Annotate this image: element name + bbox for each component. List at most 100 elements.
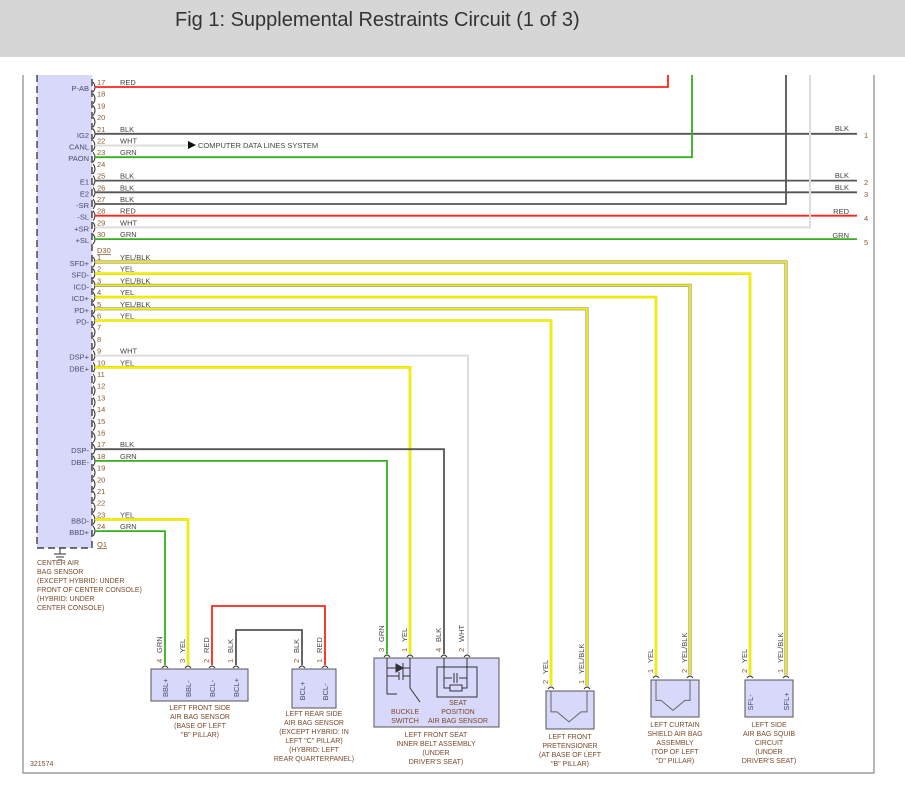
component-wire-label: YEL xyxy=(178,639,187,653)
pin-terminal-icon xyxy=(232,665,240,669)
curtain-caption: SHIELD AIR BAG xyxy=(647,731,702,738)
right-terminal-wire-label: BLK xyxy=(835,124,849,133)
pin-contact-icon xyxy=(92,490,96,502)
component-wire-label: RED xyxy=(315,637,324,653)
pin-contact-icon xyxy=(92,210,96,222)
pin-terminal-icon xyxy=(746,675,754,679)
seat-sensor-capacitor-icon xyxy=(443,658,468,689)
pin-number: 6 xyxy=(97,312,101,321)
component-pin-number: 2 xyxy=(457,648,466,652)
pin-contact-icon xyxy=(92,385,96,397)
wire-color-label: YEL/BLK xyxy=(120,253,150,262)
component-wire-label: YEL xyxy=(740,649,749,663)
pin-number: 22 xyxy=(97,137,105,146)
component-pin-number: 3 xyxy=(377,648,386,652)
pin-contact-icon xyxy=(92,256,96,268)
right-terminal-number: 1 xyxy=(864,131,868,140)
pin-contact-icon xyxy=(92,420,96,432)
pin-contact-icon xyxy=(92,326,96,338)
component-pin-signal: BCL- xyxy=(321,683,330,701)
pin-number: 7 xyxy=(97,323,101,332)
wire-color-label: WHT xyxy=(120,137,137,146)
component-wire-label: YEL xyxy=(400,628,409,642)
lr-side-caption: LEFT REAR SIDE xyxy=(286,711,343,718)
pin-number: 21 xyxy=(97,125,105,134)
lf-side-caption: "B" PILLAR) xyxy=(181,732,219,739)
arrow-right-icon xyxy=(188,141,196,149)
wire-b17 xyxy=(95,448,445,654)
wire-b1 xyxy=(95,261,787,675)
pin-contact-icon xyxy=(92,280,96,291)
pin-number: 18 xyxy=(97,452,105,461)
pin-signal-label: ICD+ xyxy=(72,294,90,303)
pin-contact-icon xyxy=(92,467,96,478)
pin-contact-icon xyxy=(92,525,96,537)
pin-signal-label: PAON xyxy=(68,154,89,163)
wire-b5 xyxy=(95,307,588,686)
pin-contact-icon xyxy=(92,140,96,151)
pin-number: 23 xyxy=(97,148,105,157)
pretensioner-caption: (AT BASE OF LEFT xyxy=(539,752,602,759)
component-pin-number: 2 xyxy=(680,669,689,673)
pin-contact-icon xyxy=(92,116,96,128)
right-terminal-number: 2 xyxy=(864,178,868,187)
center-airbag-sensor-caption: CENTER AIR xyxy=(37,560,79,567)
right-terminal-number: 4 xyxy=(864,214,868,223)
wire-color-label: RED xyxy=(120,207,136,216)
pin-terminal-icon xyxy=(440,654,448,658)
pin-contact-icon xyxy=(92,222,96,233)
pin-number: 30 xyxy=(97,230,105,239)
pin-terminal-icon xyxy=(321,665,329,669)
component-pin-number: 1 xyxy=(315,659,324,663)
component-pin-number: 1 xyxy=(646,669,655,673)
component-pin-signal: BBL- xyxy=(184,680,193,697)
pin-signal-label: PD+ xyxy=(74,306,89,315)
component-pin-signal: SFL+ xyxy=(782,692,791,711)
component-pin-signal: SFL- xyxy=(746,694,755,711)
inner-belt-caption: (UNDER xyxy=(422,750,449,757)
side-squib-caption: AIR BAG SQUIB xyxy=(743,731,795,738)
curtain-caption: ASSEMBLY xyxy=(656,740,694,747)
component-pin-signal: BBL+ xyxy=(161,678,170,697)
pin-contact-icon xyxy=(92,163,96,175)
wire-b10 xyxy=(95,366,411,654)
pin-number: 5 xyxy=(97,300,101,309)
pin-signal-label: DSP+ xyxy=(69,353,89,362)
seat-position-sensor-label: AIR BAG SENSOR xyxy=(428,718,488,725)
wire-color-label: BLK xyxy=(120,172,134,181)
wire-b23 xyxy=(95,518,189,665)
pin-contact-icon xyxy=(92,268,96,280)
capacitor-icon xyxy=(398,672,404,680)
component-pin-number: 4 xyxy=(434,648,443,652)
wire-b18 xyxy=(95,459,388,654)
pin-contact-icon xyxy=(92,455,96,467)
pin-signal-label: +SL xyxy=(75,236,89,245)
pin-contact-icon xyxy=(92,198,96,210)
wire-b24 xyxy=(95,530,166,665)
pin-number: 27 xyxy=(97,195,105,204)
component-pin-signal: BCL+ xyxy=(232,677,241,697)
pin-number: 9 xyxy=(97,347,101,356)
pin-contact-icon xyxy=(92,315,96,326)
right-terminal-wire-label: BLK xyxy=(835,183,849,192)
side-squib-caption: DRIVER'S SEAT) xyxy=(742,758,797,765)
right-terminal-number: 3 xyxy=(864,190,868,199)
wire-color-label: BLK xyxy=(120,195,134,204)
pin-number: 17 xyxy=(97,78,105,87)
center-airbag-sensor-body xyxy=(37,75,92,548)
pin-signal-label: P-AB xyxy=(71,84,89,93)
pin-signal-label: CANL xyxy=(69,143,89,152)
pin-signal-label: BBD- xyxy=(71,516,89,525)
pretensioner-caption: PRETENSIONER xyxy=(542,743,597,750)
resistor-icon xyxy=(449,684,463,692)
wire-b3 xyxy=(95,284,691,675)
component-curtain xyxy=(650,679,700,718)
pin-number: 26 xyxy=(97,183,105,192)
pin-number: 21 xyxy=(97,487,105,496)
center-airbag-sensor-caption: (HYBRID: UNDER xyxy=(37,596,95,603)
side-squib-caption: LEFT SIDE xyxy=(751,722,787,729)
side-squib-caption: (UNDER xyxy=(755,749,782,756)
buckle-switch-label: SWITCH xyxy=(391,718,419,725)
lr-side-caption: (EXCEPT HYBRID: IN xyxy=(279,729,349,736)
